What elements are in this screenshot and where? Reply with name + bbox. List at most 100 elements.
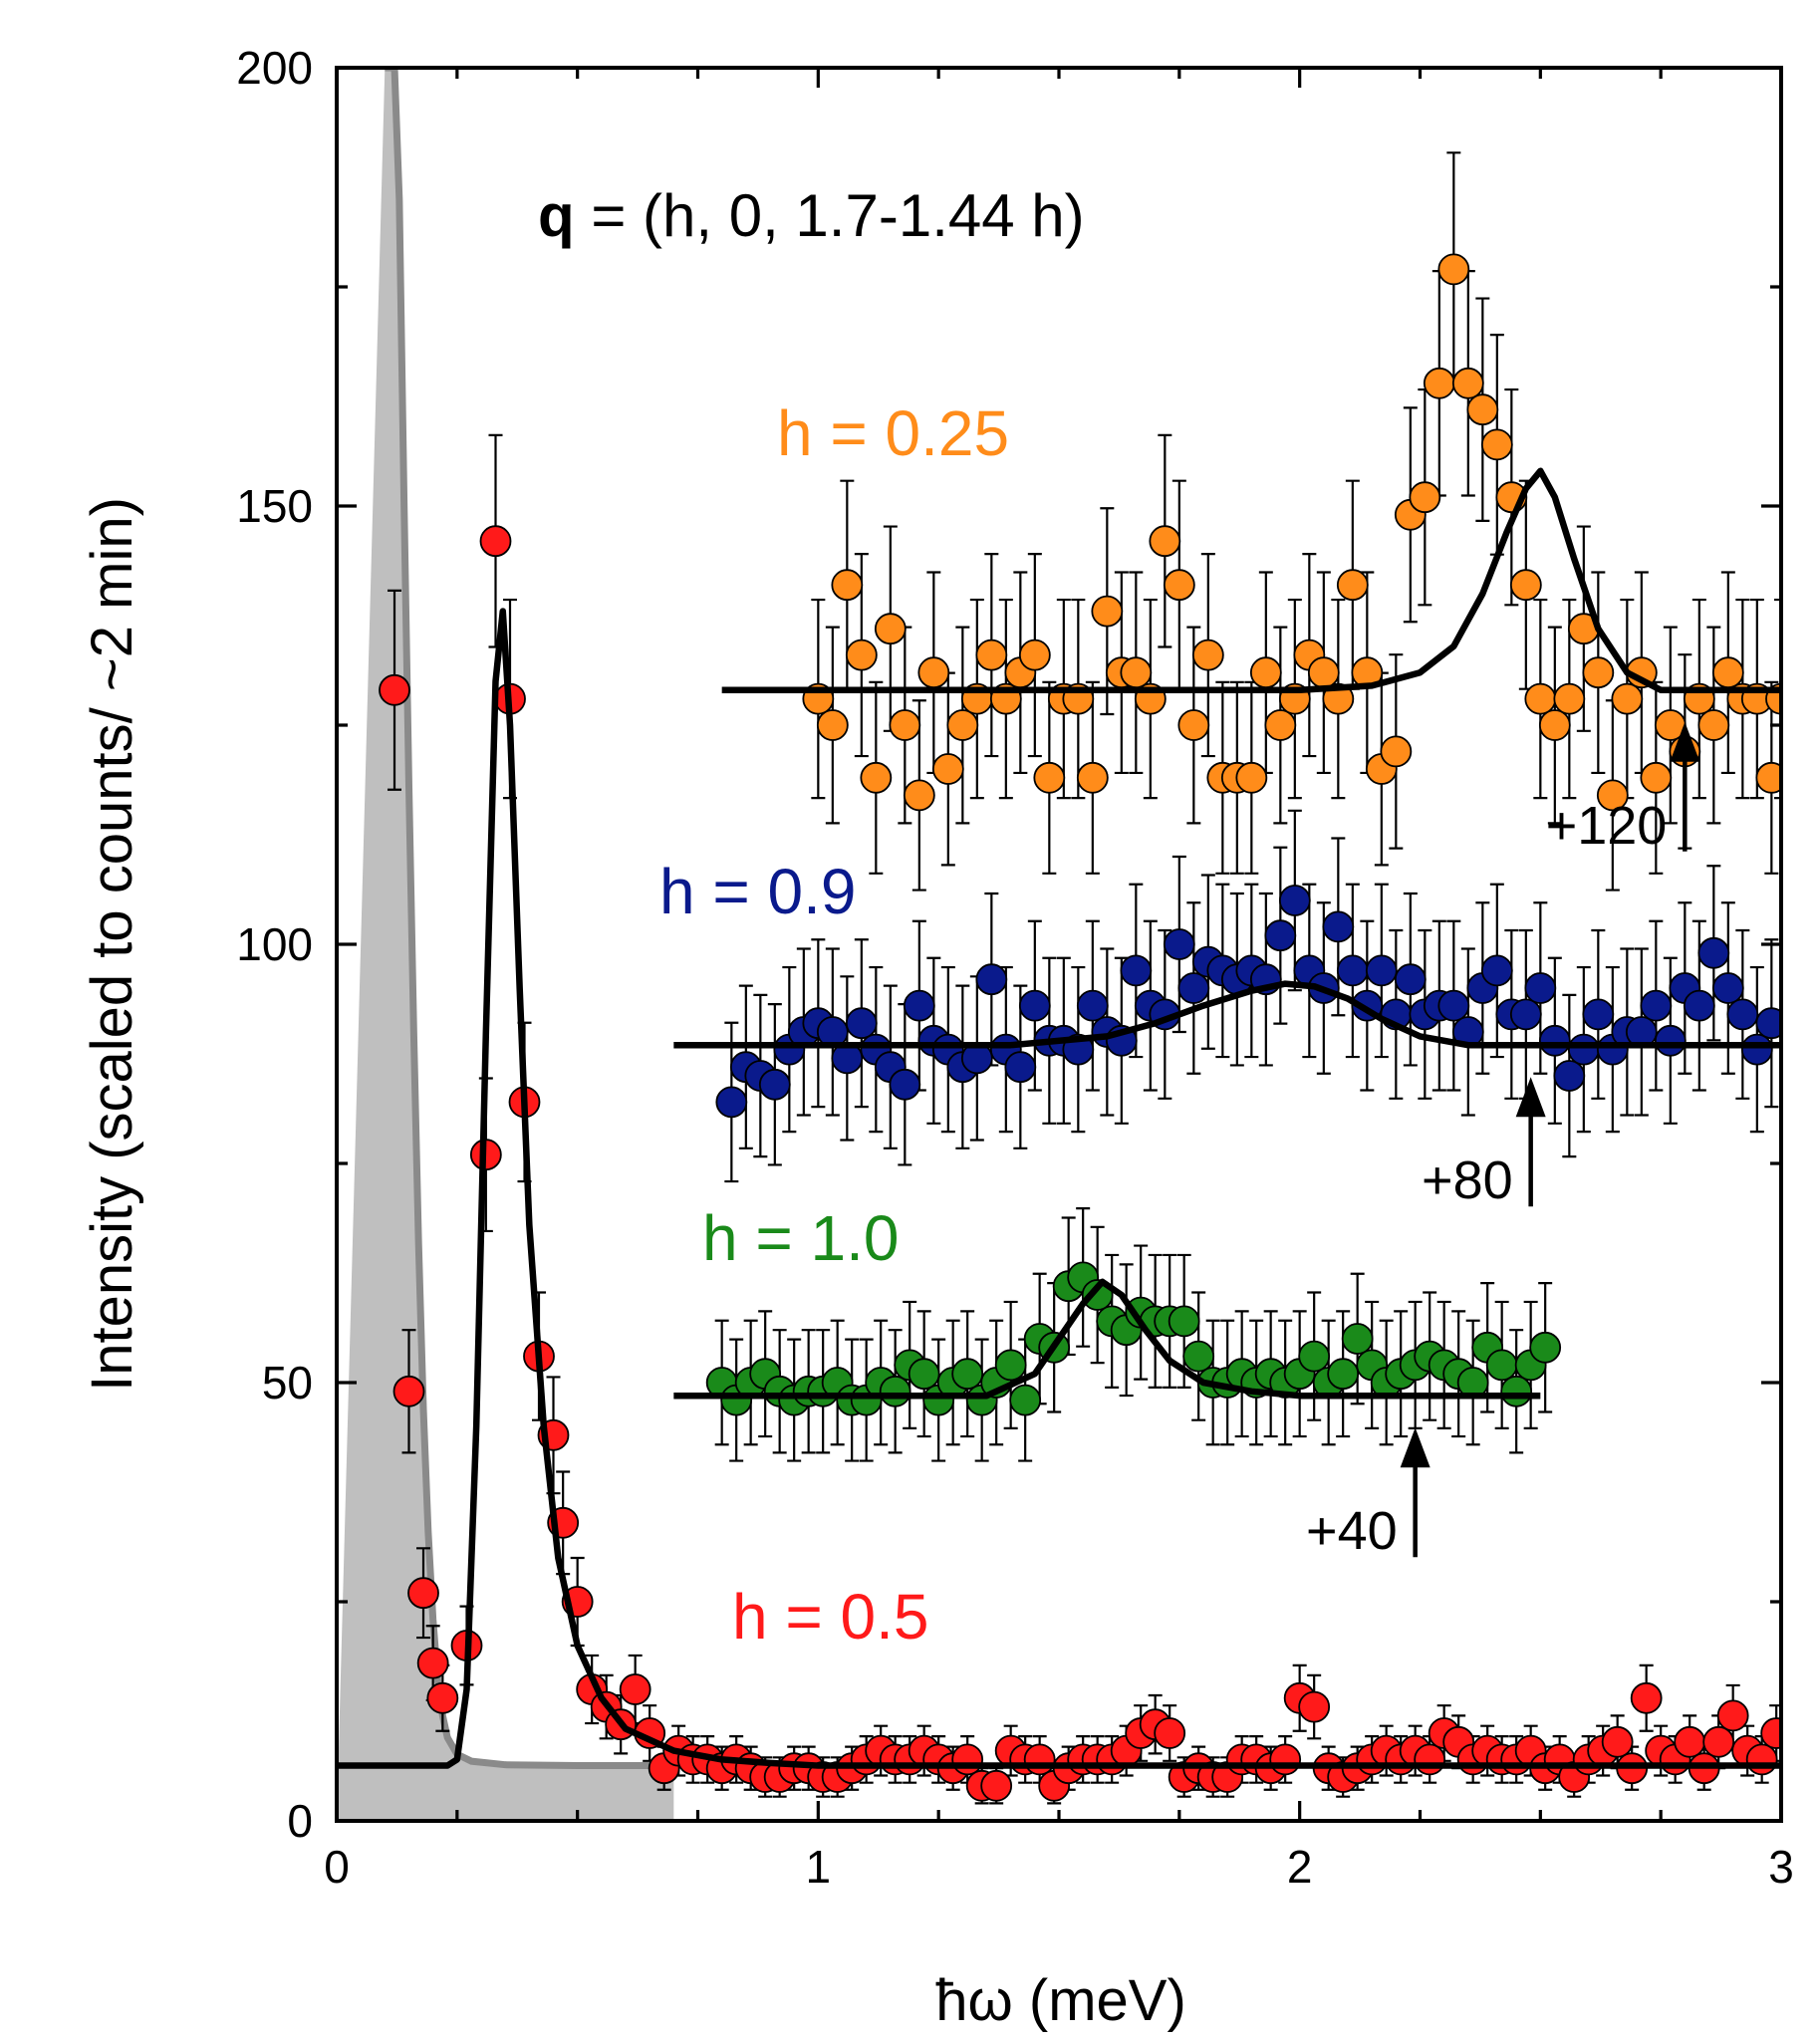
offset-label-h-0-9: +80 (1422, 1150, 1513, 1210)
y-tick-label: 150 (236, 480, 313, 532)
axes-frame (335, 66, 1783, 1823)
data-point (758, 1068, 791, 1101)
q-vector-symbol: q (538, 182, 575, 249)
data-point (1582, 998, 1615, 1031)
data-point (426, 1681, 459, 1714)
data-point (379, 673, 410, 706)
data-point (903, 779, 935, 812)
data-point (931, 753, 964, 785)
data-point (1341, 1323, 1374, 1355)
data-point (1120, 656, 1153, 689)
data-point (860, 761, 893, 794)
data-point (1365, 954, 1398, 987)
data-point (1529, 1331, 1562, 1364)
data-point (1702, 1725, 1735, 1758)
offset-arrowhead-h-0-9 (1515, 1077, 1546, 1118)
offset-label-h-1-0: +40 (1306, 1501, 1398, 1561)
y-tick-label: 200 (236, 42, 313, 94)
data-point (946, 709, 979, 741)
data-point (816, 709, 849, 741)
y-tick-label: 0 (287, 1795, 313, 1847)
data-point (1601, 1725, 1634, 1758)
offset-arrowhead-h-1-0 (1400, 1427, 1430, 1468)
data-point (479, 525, 512, 558)
fit-curves (337, 467, 1781, 1769)
data-point (1538, 709, 1571, 741)
data-point (845, 1007, 878, 1040)
data-point (1018, 638, 1051, 671)
series-label-h-0-9: h = 0.9 (659, 856, 857, 927)
data-point (1711, 656, 1744, 689)
data-point (1509, 569, 1542, 602)
x-tick-label: 3 (1768, 1841, 1794, 1893)
data-point (1485, 1349, 1518, 1382)
data-point (1409, 481, 1441, 514)
data-point (1745, 1743, 1778, 1776)
resolution-line (385, 68, 674, 1770)
offset-arrowhead-h-0-25 (1670, 721, 1700, 762)
data-point (994, 1349, 1027, 1382)
data-point (917, 656, 950, 689)
data-point (1480, 954, 1513, 987)
data-point (1711, 972, 1744, 1004)
data-point (1716, 1699, 1749, 1732)
data-point (889, 1068, 921, 1101)
data-point (1553, 1060, 1586, 1092)
data-point (1154, 1717, 1186, 1749)
data-point (1611, 682, 1644, 715)
series-label-h-0-5: h = 0.5 (732, 1581, 929, 1653)
data-point (1009, 1384, 1042, 1416)
data-point (1760, 1717, 1781, 1749)
data-point (1394, 963, 1427, 996)
data-point (1191, 638, 1224, 671)
data-point (951, 1743, 984, 1776)
data-point (1177, 709, 1210, 741)
data-point (1480, 428, 1513, 461)
data-point (1524, 972, 1557, 1004)
data-point (1168, 1305, 1200, 1338)
axis-ticks: 0 1 2 3 0 50 100 150 200 (236, 42, 1794, 1893)
resolution-area (337, 68, 674, 1821)
data-point (416, 1647, 449, 1679)
data-point (1640, 989, 1673, 1022)
data-point (1182, 1340, 1215, 1373)
q-vector-text: = (h, 0, 1.7-1.44 h) (575, 182, 1085, 249)
data-point (1327, 1358, 1360, 1391)
data-point (1322, 910, 1355, 943)
data-point (1726, 998, 1759, 1031)
data-point (1004, 1051, 1037, 1084)
data-point (1524, 682, 1557, 715)
data-point (975, 638, 1008, 671)
data-point (879, 1375, 911, 1407)
data-point (980, 1769, 1013, 1802)
data-point (1582, 656, 1615, 689)
data-point (1033, 761, 1066, 794)
data-point (1149, 525, 1181, 558)
data-point (1307, 656, 1340, 689)
data-point (1553, 682, 1586, 715)
fit-h-0-9 (673, 980, 1781, 1049)
data-point (407, 1577, 439, 1610)
data-point (1567, 1033, 1600, 1066)
data-point (903, 989, 935, 1022)
series-label-h-1-0: h = 1.0 (702, 1202, 900, 1274)
x-axis-title: ħω (meV) (935, 1968, 1186, 2033)
data-point (874, 613, 907, 645)
resolution-function (337, 68, 674, 1821)
annotations: h = 0.25 +120 h = 0.9 +80 h = 1.0 +40 h = 0.5 (659, 397, 1700, 1653)
data-point (975, 963, 1008, 996)
error-bar (1774, 598, 1781, 800)
data-point (1380, 735, 1413, 768)
x-tick-label: 2 (1287, 1841, 1313, 1893)
q-vector-label: q = (h, 0, 1.7-1.44 h) (538, 182, 1085, 249)
data-point (1451, 367, 1484, 399)
data-point (1538, 1024, 1571, 1057)
data-series (379, 151, 1781, 1805)
data-point (1437, 253, 1470, 286)
data-point (1437, 989, 1470, 1022)
offset-label-h-0-25: +120 (1546, 796, 1668, 856)
fit-h-0-25 (721, 467, 1781, 694)
data-point (1500, 1375, 1533, 1407)
x-tick-label: 1 (806, 1841, 832, 1893)
